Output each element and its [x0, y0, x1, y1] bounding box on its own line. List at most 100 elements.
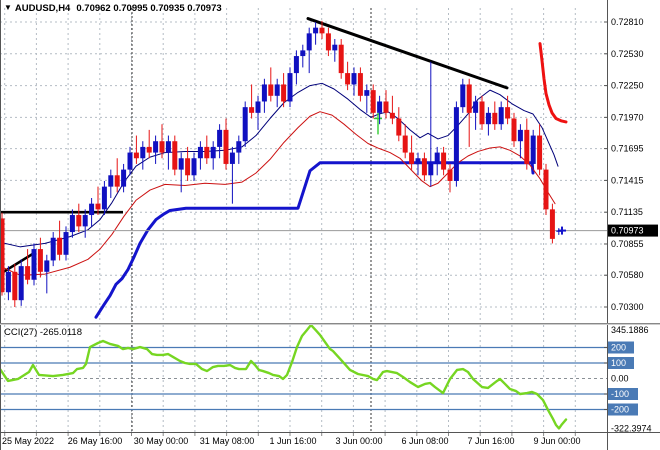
- price-tick-label: 0.71415: [611, 175, 644, 185]
- candle-bear: [159, 141, 165, 153]
- candle-bear: [421, 158, 427, 176]
- candle-bull: [108, 175, 114, 187]
- time-axis-label: 1 Jun 16:00: [269, 436, 316, 446]
- price-tick-label: 0.71135: [611, 207, 643, 217]
- time-axis-label: 6 Jun 08:00: [401, 436, 448, 446]
- candle-bear: [524, 129, 530, 164]
- candle-bull: [178, 158, 184, 170]
- candle-bear: [37, 249, 43, 272]
- candle-bear: [0, 218, 5, 293]
- candle-bear: [249, 107, 255, 113]
- price-tick-label: 0.72250: [611, 81, 644, 91]
- price-tick-label: 0.70300: [611, 302, 644, 312]
- candle-bear: [537, 135, 543, 170]
- candle-bear: [12, 271, 18, 301]
- symbol-period-label: AUDUSD,H4: [14, 3, 71, 14]
- candle-bear: [409, 152, 415, 164]
- candle-bull: [377, 101, 383, 113]
- candle-bear: [319, 27, 325, 34]
- candle-bear: [402, 135, 408, 153]
- candle-bull: [236, 141, 242, 153]
- current-price-badge-label: 0.70973: [611, 226, 644, 236]
- time-axis[interactable]: 25 May 2022 26 May 16:00 30 May 00:00 31 Ma…: [2, 436, 581, 446]
- candle-bear: [223, 129, 229, 164]
- cci-series: [0, 323, 568, 430]
- cci-level-badge: [608, 403, 638, 416]
- candle-bull: [556, 230, 562, 232]
- candle-bear: [447, 169, 453, 181]
- ma-line-navy: [0, 82, 559, 248]
- cci-level-badge-label: 200: [611, 343, 626, 353]
- price-axis[interactable]: 0.72810 0.72530 0.72250 0.71970 0.71695 0.714…: [604, 17, 658, 312]
- candle-bear: [76, 215, 82, 227]
- time-axis-label: 9 Jun 00:00: [533, 436, 580, 446]
- candle-bull: [63, 232, 69, 255]
- candle-bear: [383, 101, 389, 113]
- candle-bull: [229, 152, 235, 164]
- price-tick-label: 0.72810: [611, 17, 644, 27]
- cci-max-label: 345.1886: [611, 325, 649, 335]
- candle-bear: [543, 169, 549, 210]
- cci-levels: [0, 346, 607, 411]
- candle-bull: [31, 249, 37, 280]
- candle-bear: [281, 84, 287, 102]
- candle-bull: [121, 169, 127, 187]
- candle-bull: [261, 84, 267, 102]
- cci-level-badge: [608, 341, 634, 354]
- candle-bull: [18, 266, 24, 301]
- cci-line: [0, 323, 568, 430]
- candle-bull: [300, 50, 306, 57]
- cci-level-badge-label: -100: [611, 389, 629, 399]
- candle-bear: [185, 158, 191, 176]
- candle-bull: [485, 112, 491, 125]
- candle-bull: [153, 141, 159, 153]
- candle-bear: [441, 152, 447, 170]
- cci-level-badge-label: -200: [611, 405, 629, 415]
- cci-min-label: -322.3974: [611, 423, 652, 433]
- cci-level-badge: [608, 388, 638, 400]
- price-tick-label: 0.70580: [611, 270, 644, 280]
- symbol-dropdown-icon[interactable]: ▼: [4, 3, 12, 12]
- candle-bull: [415, 158, 421, 164]
- candle-bull: [530, 135, 536, 164]
- price-tick-label: 0.71970: [611, 112, 644, 122]
- candle-bear: [325, 33, 331, 51]
- candle-bull: [306, 33, 312, 51]
- candle-bull: [434, 152, 440, 164]
- candle-bear: [172, 141, 178, 170]
- candle-bull: [293, 56, 299, 74]
- chart-objects[interactable]: [0, 17, 607, 319]
- candle-bull: [50, 237, 56, 261]
- candle-bull: [287, 73, 293, 102]
- price-tick-label: 0.70855: [611, 239, 644, 249]
- candle-bear: [479, 101, 485, 125]
- candle-bear: [466, 84, 472, 113]
- grid: [0, 8, 607, 436]
- candle-bull: [332, 44, 338, 51]
- candle-bull: [210, 146, 216, 159]
- candle-bear: [95, 203, 101, 210]
- current-price-badge: [608, 224, 658, 237]
- blue-step-support-line: [94, 161, 535, 319]
- cci-axis[interactable]: 345.1886 0.00 -322.3974 200 100 -100 -200: [604, 325, 652, 433]
- candle-bull: [351, 73, 357, 85]
- candle-bear: [511, 118, 517, 142]
- candle-bear: [133, 152, 139, 159]
- time-axis-label: 30 May 00:00: [134, 436, 189, 446]
- candle-bear: [204, 146, 210, 159]
- cci-level-badge: [608, 357, 634, 369]
- candle-bear: [505, 107, 511, 119]
- candle-bull: [498, 107, 504, 125]
- chart-title: ▼ AUDUSD,H4 0.70962 0.70995 0.70935 0.7097…: [4, 3, 222, 14]
- candle-bull: [255, 101, 261, 113]
- candle-bull: [460, 84, 466, 108]
- thick-red-curve: [538, 42, 568, 124]
- indicator-label: CCI(27) -265.0118: [4, 327, 82, 338]
- candle-bull: [473, 101, 479, 113]
- candle-bear: [492, 112, 498, 125]
- candles[interactable]: [0, 20, 562, 307]
- candle-bear: [549, 209, 555, 239]
